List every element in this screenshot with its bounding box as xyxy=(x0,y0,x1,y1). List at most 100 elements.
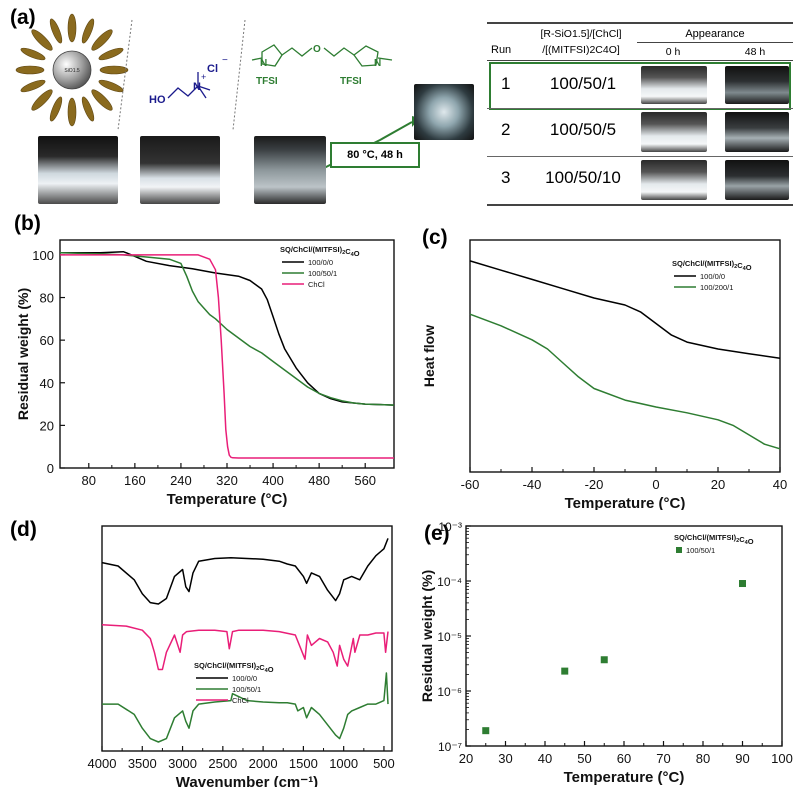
y-axis-label: Heat flow xyxy=(421,325,437,387)
legend-entry: 100/50/1 xyxy=(232,685,261,694)
y-tick-label: 10⁻⁴ xyxy=(437,575,462,589)
photo-il-vial xyxy=(254,136,326,204)
series-line xyxy=(469,313,781,450)
x-tick-label: 60 xyxy=(617,751,631,766)
table-header-run: Run xyxy=(491,44,512,56)
legend-marker xyxy=(676,547,682,553)
data-point xyxy=(600,656,608,664)
y-tick-label: 10⁻⁶ xyxy=(437,685,462,699)
legend-entry: 100/0/0 xyxy=(700,272,725,281)
x-axis-label: Temperature (°C) xyxy=(167,491,288,508)
x-tick-label: 80 xyxy=(82,473,96,488)
sq-particle-illustration: SiO1.5 xyxy=(15,13,129,127)
x-tick-label: 160 xyxy=(124,473,146,488)
table-header-48h: 48 h xyxy=(744,46,766,58)
table-header-ratio-line1: [R-SiO1.5]/[ChCl] xyxy=(540,28,622,40)
appearance-table: Run [R-SiO1.5]/[ChCl] /[(MITFSI)2C4O] Ap… xyxy=(487,22,793,206)
y-tick-label: 100 xyxy=(32,248,54,263)
table-row-ratio: 100/50/1 xyxy=(549,74,617,93)
photo-run2-0h xyxy=(641,112,707,152)
x-tick-label: -60 xyxy=(461,477,480,492)
x-tick-label: -40 xyxy=(523,477,542,492)
y-tick-label: 20 xyxy=(40,418,54,433)
legend-title: SQ/ChCl/(MITFSI)2C4O xyxy=(674,533,754,546)
legend-entry: 100/50/1 xyxy=(686,546,715,555)
x-tick-label: 1000 xyxy=(329,756,358,771)
photo-rotated-vial xyxy=(414,84,474,140)
table-header-appearance: Appearance xyxy=(685,28,745,40)
data-point xyxy=(561,667,569,675)
condition-box: 80 °C, 48 h xyxy=(330,142,420,168)
photo-run3-48h xyxy=(725,160,789,200)
chcl-plus-label: + xyxy=(201,72,206,82)
x-tick-label: 30 xyxy=(498,751,512,766)
data-point xyxy=(482,727,490,735)
table-row-highlight xyxy=(489,62,791,110)
chcl-cl-label: Cl xyxy=(207,63,218,75)
x-tick-label: 50 xyxy=(577,751,591,766)
chart-b-tga: 80 160 240 320 400 480 560 0 20 40 60 80 100 Temperat… xyxy=(15,239,395,508)
series-line xyxy=(60,250,395,406)
x-tick-label: 1500 xyxy=(289,756,318,771)
panel-label-d: (d) xyxy=(10,518,37,541)
x-tick-label: 2000 xyxy=(249,756,278,771)
table-row-ratio: 100/50/5 xyxy=(549,120,617,139)
x-tick-label: 4000 xyxy=(88,756,117,771)
x-tick-label: 240 xyxy=(170,473,192,488)
x-tick-label: 100 xyxy=(771,751,793,766)
legend-title: SQ/ChCl/(MITFSI)2C4O xyxy=(672,259,752,272)
photo-run2-48h xyxy=(725,112,789,152)
sq-core-label: SiO1.5 xyxy=(64,68,80,74)
x-tick-label: 40 xyxy=(538,751,552,766)
panel-a-schematic: SiO1.5 HO N + Cl − N O N TFSI TFSI xyxy=(15,13,420,178)
panel-label-a: (a) xyxy=(10,6,36,29)
table-row-run: 1 xyxy=(501,74,511,93)
chcl-n-label: N xyxy=(193,81,201,93)
y-axis-label: Residual weight (%) xyxy=(419,570,435,702)
x-tick-label: 20 xyxy=(459,751,473,766)
photo-run1-0h xyxy=(641,66,707,104)
x-axis-label: Wavenumber (cm⁻¹) xyxy=(176,774,318,787)
x-tick-label: 0 xyxy=(652,477,659,492)
x-tick-label: 80 xyxy=(696,751,710,766)
photo-sq-vial xyxy=(38,136,118,204)
data-point xyxy=(739,580,746,588)
x-axis-label: Temperature (°C) xyxy=(564,769,685,786)
legend-title: SQ/ChCl/(MITFSI)2C4O xyxy=(194,661,274,674)
x-tick-label: 40 xyxy=(773,477,787,492)
panel-label-c: (c) xyxy=(422,226,448,249)
x-tick-label: 320 xyxy=(216,473,238,488)
y-tick-label: 60 xyxy=(40,333,54,348)
x-tick-label: 20 xyxy=(711,477,725,492)
x-tick-label: 2500 xyxy=(208,756,237,771)
photo-run3-0h xyxy=(641,160,707,200)
y-tick-label: 10⁻⁷ xyxy=(438,740,462,754)
x-tick-label: 560 xyxy=(354,473,376,488)
plot-frame xyxy=(465,525,783,747)
il-n-right: N xyxy=(374,58,381,69)
series-line xyxy=(60,254,394,459)
series-line xyxy=(101,538,389,605)
table-row-run: 2 xyxy=(501,120,511,139)
table-row-run: 3 xyxy=(501,168,511,187)
x-tick-label: 480 xyxy=(308,473,330,488)
legend-entry: 100/50/1 xyxy=(308,269,337,278)
chcl-cl-charge: − xyxy=(222,55,228,66)
panel-label-b: (b) xyxy=(14,212,41,235)
legend-title: SQ/ChCl/(MITFSI)2C4O xyxy=(280,245,360,258)
legend-entry: 100/0/0 xyxy=(308,258,333,267)
il-structure xyxy=(251,44,393,67)
y-tick-label: 80 xyxy=(40,291,54,306)
table-row-ratio: 100/50/10 xyxy=(545,168,621,187)
legend-entry: 100/200/1 xyxy=(700,283,733,292)
x-tick-label: 90 xyxy=(735,751,749,766)
legend-entry: ChCl xyxy=(308,280,325,289)
x-tick-label: 3000 xyxy=(168,756,197,771)
plot-frame xyxy=(101,525,393,752)
series-line xyxy=(101,623,389,671)
x-tick-label: -20 xyxy=(585,477,604,492)
chcl-ho-label: HO xyxy=(149,94,166,106)
y-tick-label: 0 xyxy=(47,461,54,476)
x-tick-label: 70 xyxy=(656,751,670,766)
y-tick-label: 10⁻⁵ xyxy=(437,630,462,644)
